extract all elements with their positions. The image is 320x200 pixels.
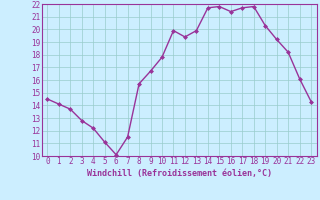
X-axis label: Windchill (Refroidissement éolien,°C): Windchill (Refroidissement éolien,°C) (87, 169, 272, 178)
